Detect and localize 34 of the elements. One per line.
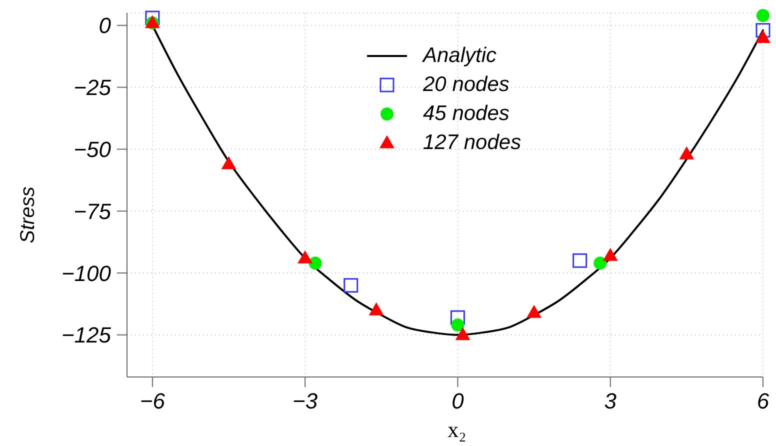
point [526,304,542,318]
x-tick-label: 3 [604,388,618,414]
point [368,302,384,316]
y-tick-label: −125 [61,322,112,348]
y-tick-label: −25 [74,75,112,100]
point [756,8,770,22]
x-tick-label: 0 [452,388,465,414]
y-axis-title: Stress [17,186,39,244]
y-tick-label: −100 [61,260,112,286]
x-tick-label: 6 [756,388,770,414]
legend-label: 20 nodes [423,72,510,96]
point [572,253,588,268]
x-tick-label: −3 [292,388,318,414]
point [756,23,770,38]
point [221,156,236,170]
y-tick-label: −50 [74,137,112,162]
point [451,318,464,332]
point [756,30,770,43]
point [450,310,465,325]
point [145,10,160,26]
x-axis-title: x₂ [448,416,466,442]
point [602,248,618,261]
legend-label: 127 nodes [423,130,522,154]
point [679,146,694,160]
point [298,250,313,264]
y-tick-label: 0 [98,13,112,38]
y-tick-label: −75 [74,198,112,224]
point [344,278,358,293]
legend-label: Analytic [423,44,497,68]
x-tick-label: −6 [140,388,166,414]
point [308,256,322,270]
legend-label: 45 nodes [423,102,510,126]
point [455,327,470,340]
point [594,256,607,270]
